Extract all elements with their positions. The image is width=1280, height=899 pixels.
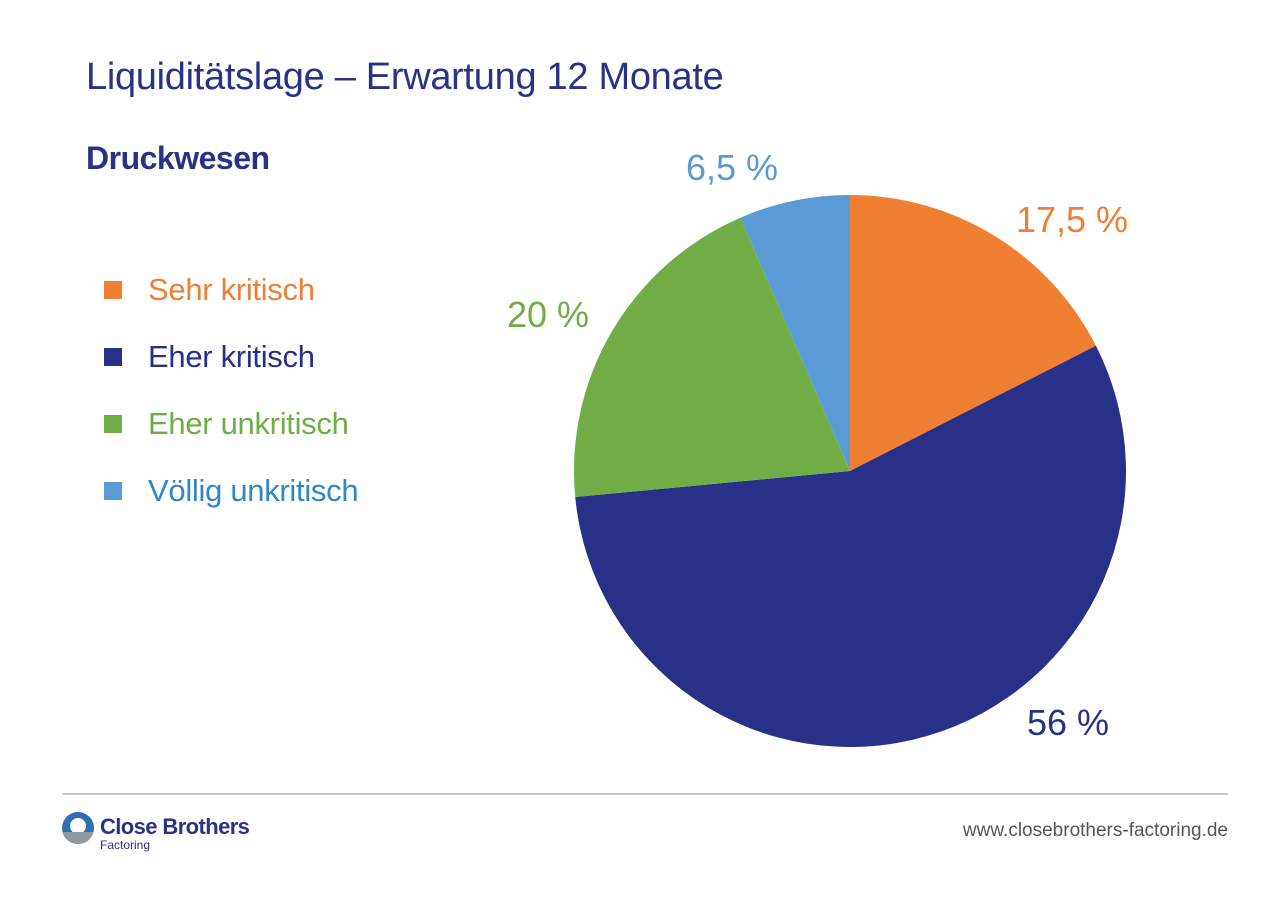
legend-item: Eher unkritisch bbox=[104, 404, 349, 444]
chart-title: Liquiditätslage – Erwartung 12 Monate bbox=[86, 56, 724, 98]
legend-label: Völlig unkritisch bbox=[148, 473, 359, 508]
data-label: 6,5 % bbox=[686, 147, 778, 188]
pie-slice bbox=[573, 217, 850, 497]
logo-subtitle: Factoring bbox=[100, 838, 151, 852]
logo-name: Close Brothers bbox=[100, 814, 250, 839]
website-url[interactable]: www.closebrothers-factoring.de bbox=[962, 820, 1228, 841]
data-label: 56 % bbox=[1027, 702, 1109, 743]
pie-slice bbox=[575, 345, 1126, 747]
legend-item: Völlig unkritisch bbox=[104, 471, 359, 511]
close-brothers-logo[interactable]: Close Brothers Factoring bbox=[62, 810, 302, 860]
data-label: 20 % bbox=[507, 294, 589, 335]
close-brothers-logo-icon bbox=[62, 812, 94, 844]
pie-slice bbox=[850, 195, 1096, 471]
legend-label: Eher kritisch bbox=[148, 339, 315, 374]
chart-subtitle: Druckwesen bbox=[86, 140, 270, 176]
legend-swatch bbox=[104, 482, 122, 500]
legend-item: Eher kritisch bbox=[104, 337, 315, 377]
legend-swatch bbox=[104, 281, 122, 299]
footer-divider bbox=[62, 793, 1228, 795]
pie-slice bbox=[740, 195, 850, 471]
data-label: 17,5 % bbox=[1016, 199, 1128, 240]
legend-swatch bbox=[104, 348, 122, 366]
legend-item: Sehr kritisch bbox=[104, 270, 315, 310]
legend-label: Eher unkritisch bbox=[148, 406, 349, 441]
legend-swatch bbox=[104, 415, 122, 433]
legend-label: Sehr kritisch bbox=[148, 272, 315, 307]
